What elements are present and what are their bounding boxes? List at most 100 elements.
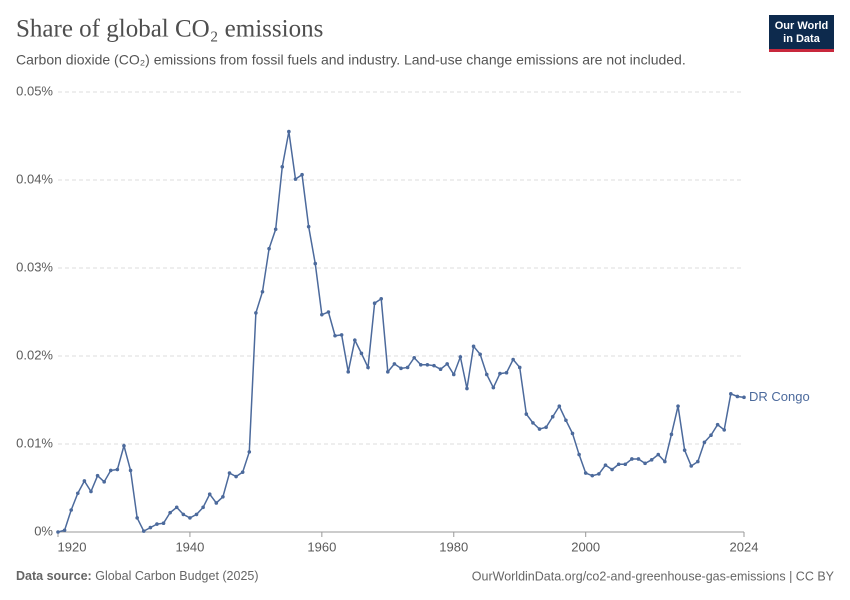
data-point <box>649 458 654 462</box>
data-point <box>511 357 515 362</box>
data-point <box>135 516 139 520</box>
data-point <box>682 448 687 452</box>
y-tick-label: 0% <box>34 523 53 538</box>
data-point <box>102 480 106 484</box>
data-point <box>577 452 581 457</box>
data-point <box>287 129 291 134</box>
data-point <box>293 177 298 181</box>
data-point <box>234 474 238 479</box>
data-point <box>326 310 331 314</box>
data-point <box>240 470 245 474</box>
chart-subtitle: Carbon dioxide (CO₂) emissions from foss… <box>16 52 686 68</box>
y-tick-label: 0.05% <box>16 83 53 98</box>
data-point <box>366 365 370 370</box>
footer-link[interactable]: OurWorldinData.org/co2-and-greenhouse-ga… <box>472 569 835 583</box>
data-point <box>458 355 463 359</box>
data-point <box>313 261 318 266</box>
data-point <box>333 333 337 338</box>
logo-text: in Data <box>783 33 821 45</box>
data-point <box>300 172 304 177</box>
data-point <box>709 433 713 438</box>
data-point <box>122 443 126 448</box>
data-point <box>478 352 482 357</box>
data-point <box>438 367 443 372</box>
data-point <box>194 512 199 517</box>
data-point <box>247 450 252 454</box>
logo[interactable]: Our World in Data <box>769 15 834 52</box>
data-point <box>280 165 285 169</box>
data-point <box>386 370 390 374</box>
data-point <box>56 530 60 534</box>
x-tick-label: 1960 <box>307 539 336 554</box>
data-point <box>484 372 489 377</box>
data-point <box>128 468 133 473</box>
data-point <box>405 365 410 370</box>
data-point <box>201 505 205 510</box>
data-point <box>95 473 100 478</box>
data-point <box>359 351 364 356</box>
data-point <box>214 501 219 505</box>
data-point <box>676 404 680 408</box>
data-point <box>517 365 522 370</box>
data-point <box>399 366 403 371</box>
data-point <box>537 427 542 431</box>
x-tick-label: 2000 <box>571 539 600 554</box>
data-point <box>188 516 192 520</box>
data-point <box>221 495 225 499</box>
x-tick-label: 1940 <box>175 539 204 554</box>
data-point <box>597 472 601 476</box>
data-point <box>610 467 614 472</box>
data-point <box>663 459 667 464</box>
data-point <box>148 525 153 530</box>
data-point <box>722 428 727 432</box>
data-point <box>550 414 555 419</box>
data-point <box>689 464 694 468</box>
data-point <box>115 467 120 472</box>
data-point <box>412 355 416 360</box>
data-point <box>557 404 562 408</box>
data-point <box>168 510 172 515</box>
logo-box <box>769 15 834 49</box>
logo-stripe <box>769 49 834 52</box>
data-point <box>735 394 740 399</box>
data-point <box>590 473 595 478</box>
data-point <box>583 471 588 475</box>
data-point <box>181 512 186 517</box>
data-point <box>702 440 707 445</box>
data-point <box>616 462 621 467</box>
data-point <box>524 412 529 416</box>
data-point <box>108 468 113 473</box>
data-point <box>498 371 502 376</box>
chart-title: Share of global CO₂ emissions <box>16 16 323 43</box>
data-point <box>418 363 423 367</box>
data-point <box>174 505 179 510</box>
data-point <box>570 431 575 436</box>
y-tick-label: 0.01% <box>16 435 53 450</box>
series-line <box>57 131 745 533</box>
source: Data source: Global Carbon Budget (2025) <box>16 569 259 583</box>
data-point <box>425 363 430 367</box>
data-point <box>62 528 67 533</box>
data-point <box>353 338 357 342</box>
x-tick-label: 1980 <box>439 539 468 554</box>
data-point <box>504 370 509 375</box>
logo-text: Our World <box>775 20 829 32</box>
data-point <box>669 432 674 437</box>
data-point <box>82 479 87 483</box>
data-point <box>630 457 634 461</box>
data-point <box>445 362 449 366</box>
y-tick-label: 0.02% <box>16 347 53 362</box>
data-point <box>273 227 278 232</box>
data-point <box>267 246 271 251</box>
data-point <box>69 508 73 512</box>
data-point <box>320 312 324 317</box>
data-point <box>346 370 351 374</box>
data-point <box>75 491 80 496</box>
data-point <box>544 425 548 430</box>
data-point <box>531 421 535 425</box>
data-point <box>564 418 568 423</box>
data-point <box>89 489 93 494</box>
data-point <box>729 392 733 396</box>
data-point <box>451 372 456 377</box>
